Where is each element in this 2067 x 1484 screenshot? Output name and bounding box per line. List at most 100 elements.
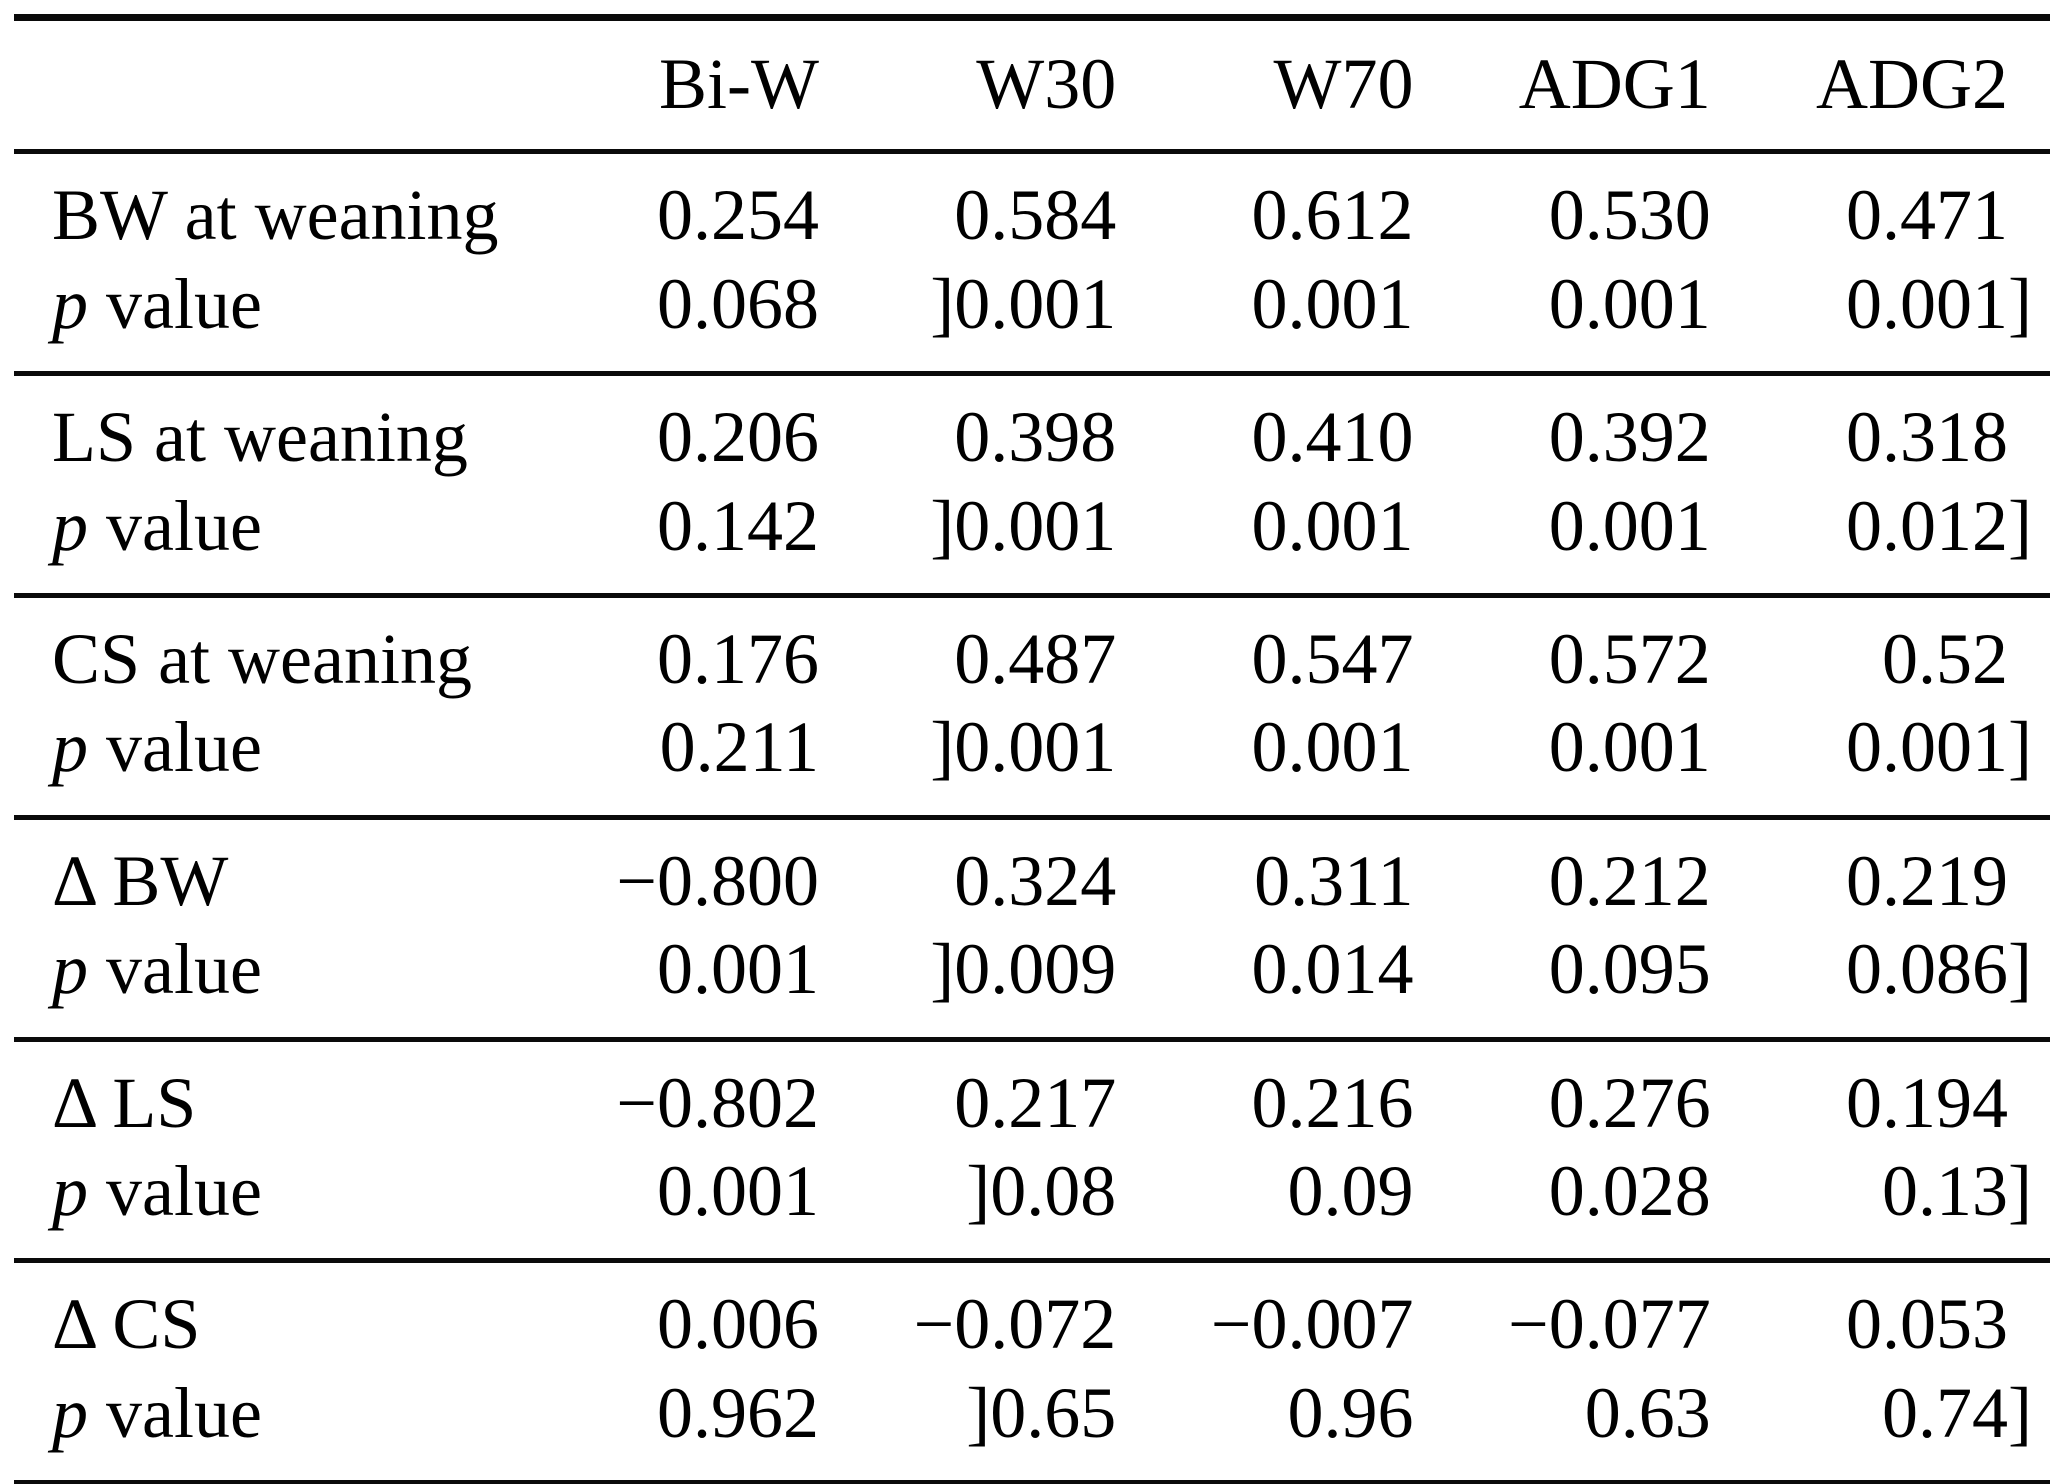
table-cell: 0.001] — [1846, 707, 2032, 788]
p-value-row: p value 0.001 [0.08 0.09 0.028 0.13] — [14, 1147, 2050, 1261]
trait-row: CS at weaning 0.176 0.487 0.547 0.572 0.52 — [14, 595, 2050, 703]
table-cell: −0.007 — [1210, 1284, 1414, 1365]
table-cell: 0.547 — [1251, 618, 1414, 699]
table-cell: 0.012] — [1846, 485, 2032, 566]
table-cell: 0.001 — [656, 929, 819, 1010]
column-header-w30: W30 — [976, 44, 1117, 124]
table-cell: 0.086] — [1846, 929, 2032, 1010]
table-cell: 0.006 — [656, 1284, 819, 1365]
table-cell: 0.001 — [1548, 263, 1711, 344]
table-group: CS at weaning 0.176 0.487 0.547 0.572 0.52 p v… — [14, 595, 2050, 817]
column-header-bi-w: Bi-W — [659, 44, 819, 124]
column-header-adg2: ADG2 — [1816, 44, 2008, 124]
table-cell: 0.612 — [1251, 175, 1414, 256]
table-cell: 0.311 — [1254, 840, 1414, 921]
table-cell: 0.001 — [1251, 707, 1414, 788]
p-value-row-label: p value — [52, 263, 262, 344]
p-symbol: p — [52, 485, 88, 566]
table-cell: 0.584 — [954, 175, 1117, 256]
table-cell: 0.52 — [1882, 618, 2008, 699]
table-group: BW at weaning 0.254 0.584 0.612 0.530 0.471 p … — [14, 151, 2050, 374]
table-cell: 0.211 — [659, 707, 819, 788]
table-cell: 0.001 — [1548, 485, 1711, 566]
trait-row: LS at weaning 0.206 0.398 0.410 0.392 0.318 — [14, 374, 2050, 482]
table-cell: 0.276 — [1548, 1062, 1711, 1143]
table-cell: 0.014 — [1251, 929, 1414, 1010]
table-cell: 0.028 — [1548, 1150, 1711, 1231]
table-cell: −0.077 — [1508, 1284, 1711, 1365]
table-cell: [0.001 — [930, 707, 1117, 788]
p-symbol: p — [52, 1150, 88, 1231]
table-cell: 0.095 — [1548, 929, 1711, 1010]
p-value-row: p value 0.142 [0.001 0.001 0.001 0.012] — [14, 482, 2050, 596]
p-value-row-label: p value — [52, 929, 262, 1010]
table-cell: 0.001 — [656, 1150, 819, 1231]
row-label: Δ LS — [52, 1062, 197, 1143]
column-header-adg1: ADG1 — [1518, 44, 1711, 124]
row-label: Δ BW — [52, 840, 229, 921]
table-cell: −0.802 — [616, 1062, 819, 1143]
p-value-row-label: p value — [52, 1150, 262, 1231]
table-cell: 0.194 — [1846, 1062, 2008, 1143]
table-cell: [0.001 — [930, 485, 1117, 566]
table-cell: −0.800 — [616, 840, 819, 921]
table-cell: 0.318 — [1846, 397, 2008, 478]
table-cell: 0.13] — [1882, 1150, 2032, 1231]
table-cell: 0.324 — [954, 840, 1117, 921]
header-empty-cell — [14, 18, 564, 152]
p-symbol: p — [52, 263, 88, 344]
row-label: Δ CS — [52, 1284, 201, 1365]
trait-row: Δ LS −0.802 0.217 0.216 0.276 0.194 — [14, 1039, 2050, 1147]
p-value-row-label: p value — [52, 485, 262, 566]
row-label: CS at weaning — [52, 618, 472, 699]
table-cell: 0.392 — [1548, 397, 1711, 478]
table-cell: 0.068 — [656, 263, 819, 344]
table-cell: 0.001] — [1846, 263, 2032, 344]
table-group: LS at weaning 0.206 0.398 0.410 0.392 0.318 p … — [14, 373, 2050, 596]
table-cell: 0.962 — [656, 1372, 819, 1453]
table-cell: [0.08 — [966, 1150, 1117, 1231]
trait-row: Δ CS 0.006 −0.072 −0.007 −0.077 0.053 — [14, 1261, 2050, 1369]
table-cell: 0.398 — [954, 397, 1117, 478]
correlation-table: Bi-W W30 W70 ADG1 ADG2 BW at weaning 0.25… — [14, 14, 2050, 1484]
p-value-row: p value 0.068 [0.001 0.001 0.001 0.001] — [14, 260, 2050, 374]
table-cell: 0.487 — [954, 618, 1117, 699]
p-value-row: p value 0.001 [0.009 0.014 0.095 0.086] — [14, 925, 2050, 1039]
table-cell: 0.63 — [1584, 1372, 1711, 1453]
table-cell: 0.410 — [1251, 397, 1414, 478]
row-label: LS at weaning — [52, 397, 468, 478]
p-value-row-label: p value — [52, 707, 262, 788]
p-symbol: p — [52, 929, 88, 1010]
table-cell: 0.176 — [656, 618, 819, 699]
table-group: Δ LS −0.802 0.217 0.216 0.276 0.194 p value 0.0… — [14, 1039, 2050, 1261]
table-cell: 0.471 — [1846, 175, 2008, 256]
table-cell: 0.001 — [1251, 263, 1414, 344]
column-header-w70: W70 — [1273, 44, 1414, 124]
table-header: Bi-W W30 W70 ADG1 ADG2 — [14, 18, 2050, 152]
table-cell: [0.65 — [966, 1372, 1117, 1453]
table-cell: 0.530 — [1548, 175, 1711, 256]
p-symbol: p — [52, 707, 88, 788]
table-group: Δ CS 0.006 −0.072 −0.007 −0.077 0.053 p value 0… — [14, 1260, 2050, 1484]
table-cell: 0.217 — [954, 1062, 1117, 1143]
p-value-row-label: p value — [52, 1372, 262, 1453]
p-value-row: p value 0.211 [0.001 0.001 0.001 0.001] — [14, 703, 2050, 817]
trait-row: Δ BW −0.800 0.324 0.311 0.212 0.219 — [14, 817, 2050, 925]
table-cell: 0.142 — [656, 485, 819, 566]
table-cell: 0.001 — [1548, 707, 1711, 788]
p-symbol: p — [52, 1372, 88, 1453]
table-group: Δ BW −0.800 0.324 0.311 0.212 0.219 p value 0.0… — [14, 817, 2050, 1039]
table-cell: [0.009 — [930, 929, 1117, 1010]
table-cell: 0.254 — [656, 175, 819, 256]
table-cell: 0.053 — [1846, 1284, 2008, 1365]
header-row: Bi-W W30 W70 ADG1 ADG2 — [14, 18, 2050, 152]
table-cell: 0.96 — [1287, 1372, 1414, 1453]
table-cell: 0.09 — [1287, 1150, 1414, 1231]
table-cell: −0.072 — [913, 1284, 1117, 1365]
trait-row: BW at weaning 0.254 0.584 0.612 0.530 0.471 — [14, 152, 2050, 260]
table-cell: 0.212 — [1548, 840, 1711, 921]
row-label: BW at weaning — [52, 175, 499, 256]
table-cell: 0.206 — [656, 397, 819, 478]
table-cell: 0.216 — [1251, 1062, 1414, 1143]
